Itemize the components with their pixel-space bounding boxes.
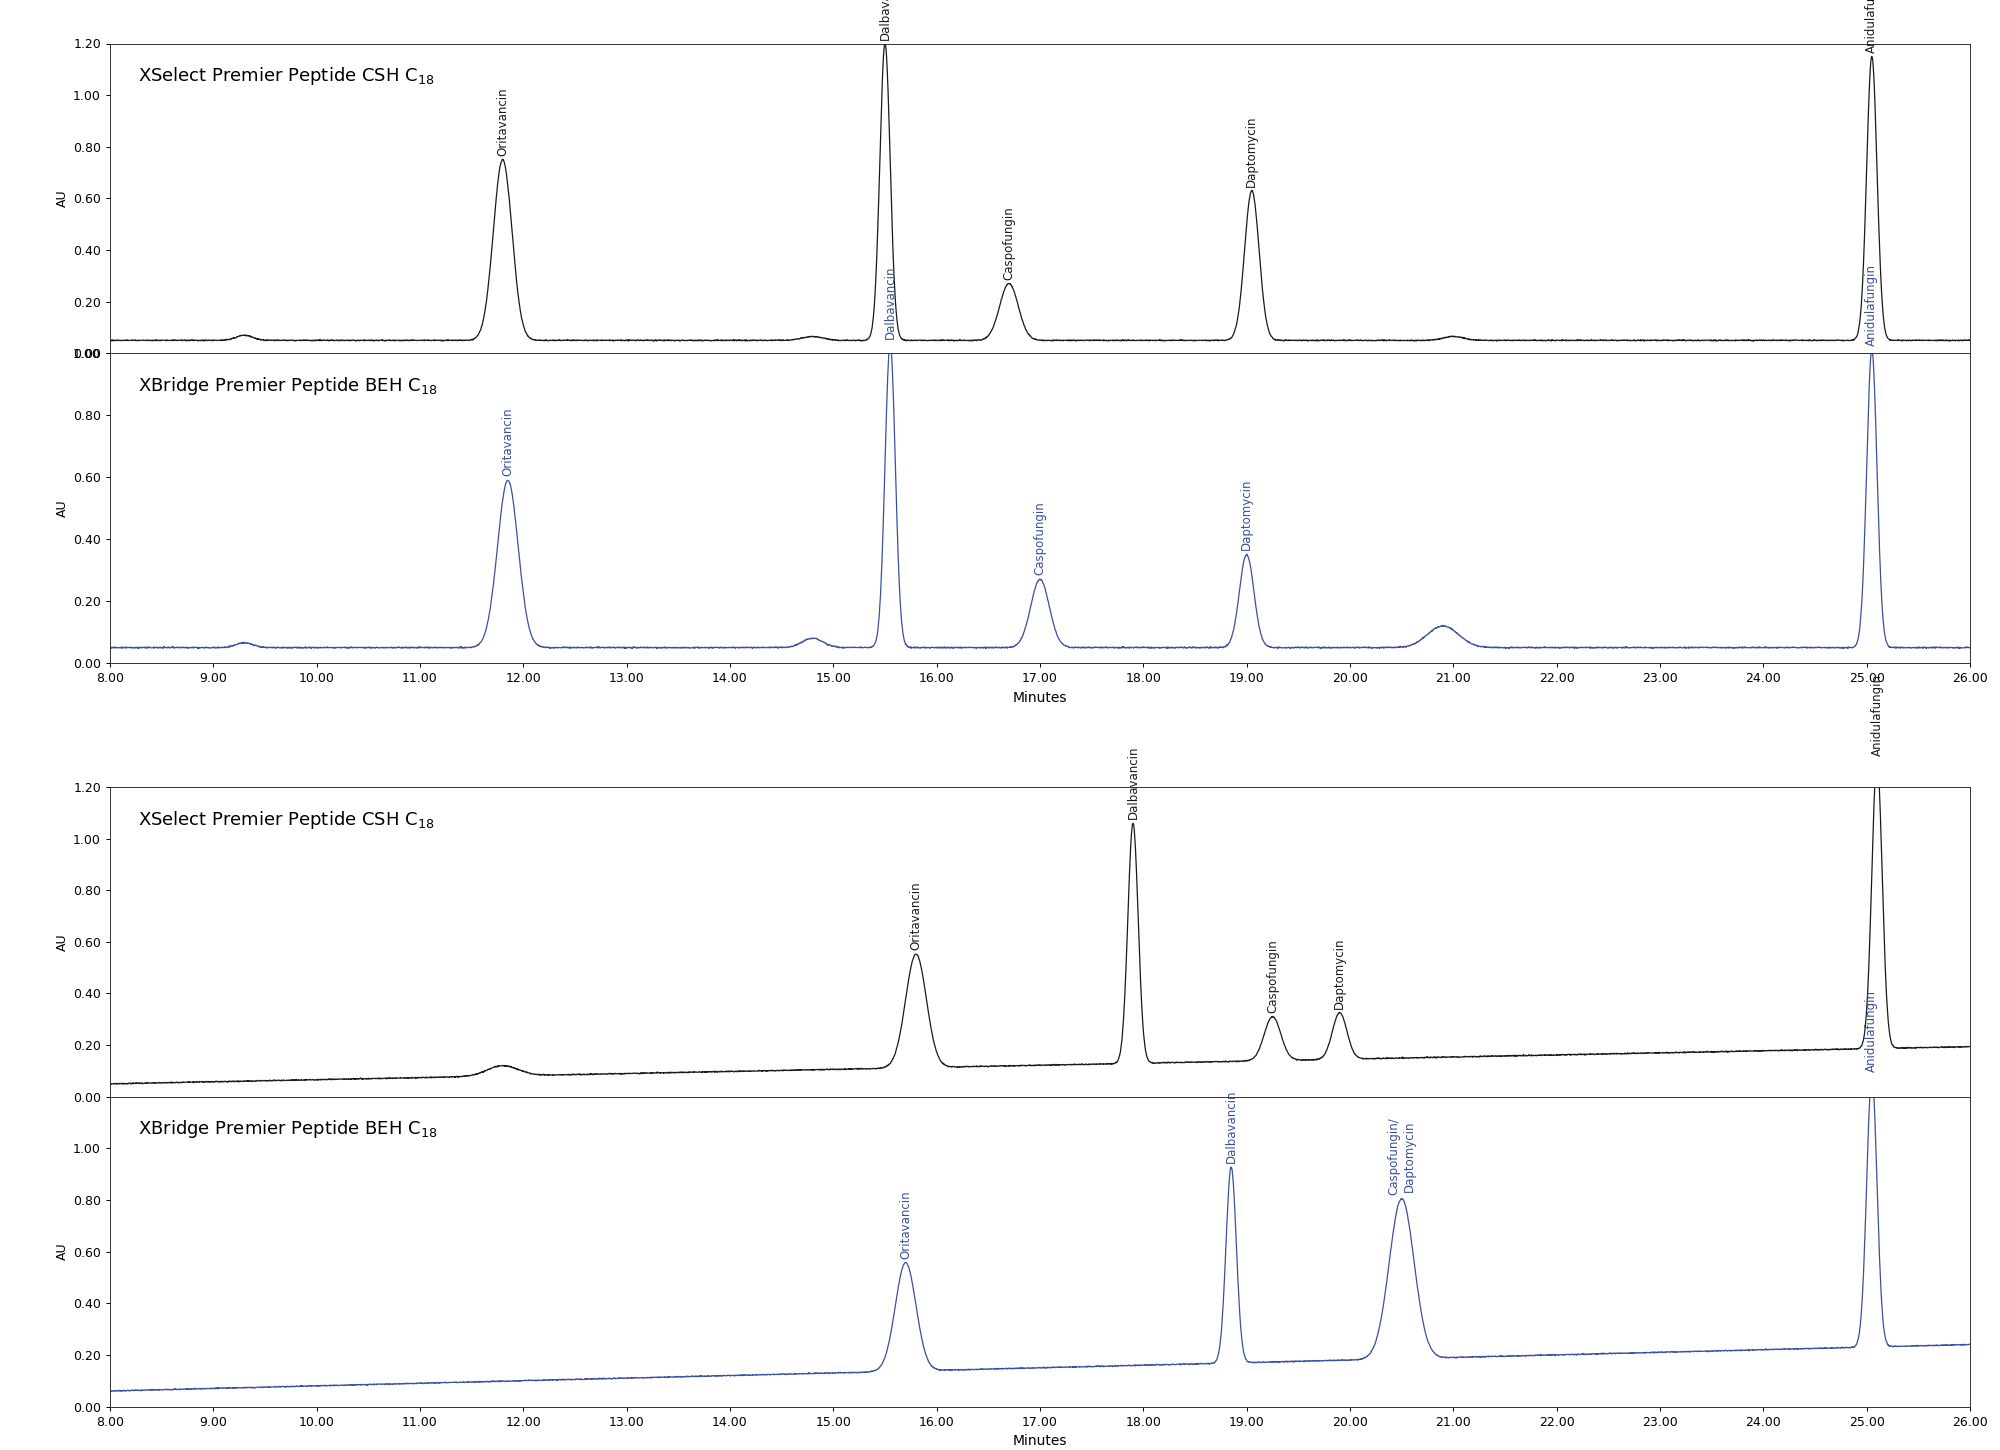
Text: Caspofungin: Caspofungin xyxy=(1034,502,1046,574)
Y-axis label: AU: AU xyxy=(56,1243,68,1260)
Text: Dalbavancin: Dalbavancin xyxy=(884,265,896,339)
Text: Oritavancin: Oritavancin xyxy=(910,882,922,950)
Text: XSelect Premier Peptide CSH C$_{18}$: XSelect Premier Peptide CSH C$_{18}$ xyxy=(138,65,434,87)
Text: Anidulafungin: Anidulafungin xyxy=(1866,0,1878,52)
Text: Caspofungin/
Daptomycin: Caspofungin/ Daptomycin xyxy=(1388,1116,1416,1195)
Text: XSelect Premier Peptide CSH C$_{18}$: XSelect Premier Peptide CSH C$_{18}$ xyxy=(138,809,434,831)
Y-axis label: AU: AU xyxy=(56,190,68,207)
Text: Anidulafungin: Anidulafungin xyxy=(1866,264,1878,345)
Y-axis label: AU: AU xyxy=(56,932,68,951)
X-axis label: Minutes: Minutes xyxy=(1012,1434,1068,1449)
Text: Daptomycin: Daptomycin xyxy=(1334,937,1346,1009)
Text: Oritavancin: Oritavancin xyxy=(502,407,514,476)
Text: Dalbavancin: Dalbavancin xyxy=(878,0,892,39)
Text: Oritavancin: Oritavancin xyxy=(496,87,510,155)
X-axis label: Minutes: Minutes xyxy=(1012,690,1068,705)
Text: Oritavancin: Oritavancin xyxy=(900,1190,912,1259)
Text: Caspofungin: Caspofungin xyxy=(1002,206,1016,280)
Text: Dalbavancin: Dalbavancin xyxy=(1224,1089,1238,1163)
Text: Anidulafungin: Anidulafungin xyxy=(1870,673,1884,755)
Text: XBridge Premier Peptide BEH C$_{18}$: XBridge Premier Peptide BEH C$_{18}$ xyxy=(138,376,438,397)
Text: Anidulafungin: Anidulafungin xyxy=(1866,990,1878,1072)
Y-axis label: AU: AU xyxy=(56,499,68,518)
Text: Dalbavancin: Dalbavancin xyxy=(1126,745,1140,819)
Text: Daptomycin: Daptomycin xyxy=(1240,478,1254,550)
Text: Caspofungin: Caspofungin xyxy=(1266,940,1280,1014)
Text: XBridge Premier Peptide BEH C$_{18}$: XBridge Premier Peptide BEH C$_{18}$ xyxy=(138,1118,438,1140)
Text: Daptomycin: Daptomycin xyxy=(1246,115,1258,187)
